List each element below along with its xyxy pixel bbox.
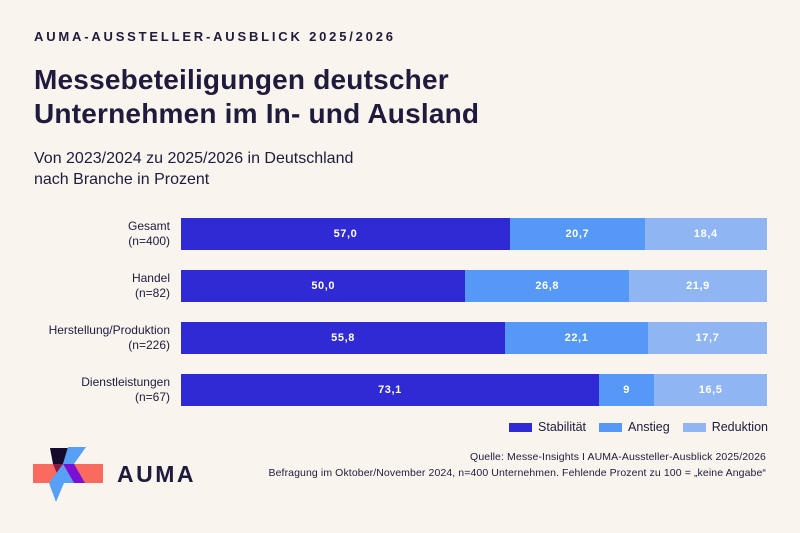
segment-value-label: 22,1 (564, 332, 589, 344)
logo-purple-ribbon (63, 464, 85, 483)
legend-label: Stabilität (538, 420, 586, 434)
legend-swatch-icon (509, 422, 533, 432)
logo-dark-triangle (50, 448, 68, 464)
bar-segment-stabilit-t: 55,8 (181, 322, 506, 354)
chart-row: Handel (n=82) 50,0 26,8 21,9 (34, 270, 767, 302)
segment-value-label: 50,0 (311, 280, 336, 292)
chart-row: Dienstleistungen (n=67) 73,1 9 16,5 (34, 374, 767, 406)
segment-value-label: 16,5 (698, 384, 723, 396)
stacked-bar: 73,1 9 16,5 (181, 374, 767, 406)
chart-row: Herstellung/Produktion (n=226) 55,8 22,1 17… (34, 322, 767, 354)
bar-segment-reduktion: 18,4 (644, 218, 767, 250)
bar-segment-anstieg: 26,8 (465, 270, 630, 302)
category-label: Handel (n=82) (131, 271, 170, 300)
bar-segment-reduktion: 17,7 (647, 322, 767, 354)
bar-segment-anstieg: 20,7 (510, 218, 645, 250)
segment-value-label: 73,1 (378, 384, 402, 396)
kicker: AUMA-AUSSTELLER-AUSBLICK 2025/2026 (34, 29, 396, 44)
legend-item-reduktion: Reduktion (682, 420, 768, 434)
legend-swatch-icon (682, 422, 706, 432)
category-label: Dienstleistungen (n=67) (81, 375, 170, 404)
segment-value-label: 26,8 (535, 280, 560, 292)
chart-row: Gesamt (n=400) 57,0 20,7 18,4 (34, 218, 767, 250)
stacked-bar: 55,8 22,1 17,7 (181, 322, 767, 354)
survey-note-line: Befragung im Oktober/November 2024, n=40… (268, 466, 766, 479)
page-title: Messebeteiligungen deutscher Unternehmen… (34, 64, 480, 129)
category-label: Herstellung/Produktion (n=226) (48, 323, 170, 352)
logo-blue-upper-ribbon (63, 447, 86, 464)
bar-segment-stabilit-t: 50,0 (181, 270, 466, 302)
subtitle: Von 2023/2024 zu 2025/2026 in Deutschlan… (34, 150, 354, 188)
bar-segment-stabilit-t: 57,0 (181, 218, 511, 250)
auma-wordmark: AUMA (117, 461, 196, 487)
bar-segment-anstieg: 22,1 (505, 322, 648, 354)
bar-segment-reduktion: 16,5 (654, 374, 767, 406)
legend-item-stabilit-t: Stabilität (509, 420, 586, 434)
stacked-bar-chart: Gesamt (n=400) 57,0 20,7 18,4 Handel (n=82) 5… (34, 218, 767, 426)
segment-value-label: 9 (623, 384, 630, 396)
chart-legend: Stabilität Anstieg Reduktion (509, 420, 768, 434)
stacked-bar: 50,0 26,8 21,9 (181, 270, 767, 302)
legend-label: Anstieg (628, 420, 670, 434)
segment-value-label: 17,7 (695, 332, 720, 344)
bar-segment-anstieg: 9 (598, 374, 655, 406)
segment-value-label: 20,7 (565, 228, 590, 240)
logo-maroon-triangle (53, 464, 63, 476)
source-line: Quelle: Messe-Insights I AUMA-Aussteller… (470, 451, 766, 463)
segment-value-label: 21,9 (686, 280, 710, 292)
logo-blue-mid-ribbon (49, 464, 74, 483)
logo-blue-lower-triangle (49, 483, 64, 502)
legend-label: Reduktion (711, 420, 768, 434)
bar-segment-stabilit-t: 73,1 (181, 374, 599, 406)
legend-item-anstieg: Anstieg (599, 420, 670, 434)
category-label: Gesamt (n=400) (127, 219, 170, 248)
segment-value-label: 57,0 (333, 228, 358, 240)
brand-block: AUMA (33, 446, 263, 508)
segment-value-label: 18,4 (693, 228, 718, 240)
auma-logo-icon (33, 447, 103, 502)
segment-value-label: 55,8 (331, 332, 355, 344)
stacked-bar: 57,0 20,7 18,4 (181, 218, 767, 250)
source-note: Quelle: Messe-Insights I AUMA-Aussteller… (269, 450, 766, 481)
legend-swatch-icon (599, 422, 622, 432)
bar-segment-reduktion: 21,9 (629, 270, 767, 302)
